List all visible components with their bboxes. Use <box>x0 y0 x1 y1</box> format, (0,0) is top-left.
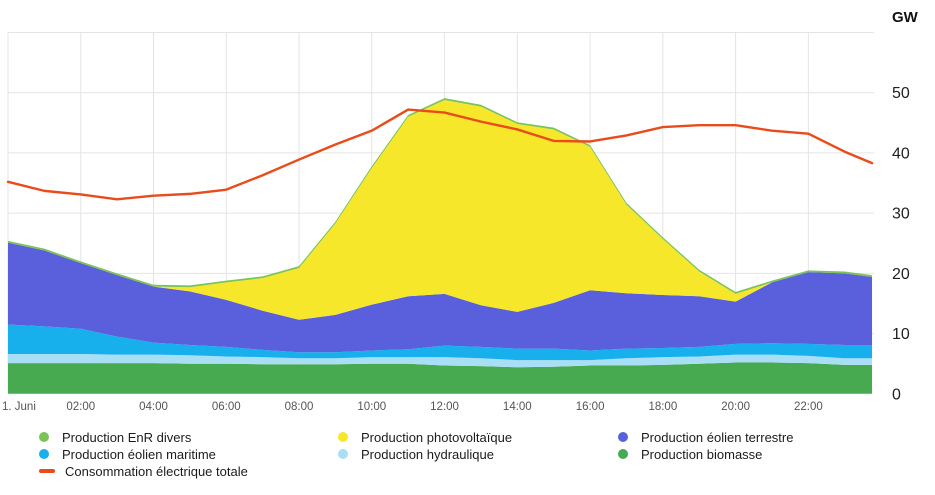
legend-dot-icon-eolien-maritime <box>39 449 49 459</box>
legend-item-biomasse[interactable]: Production biomasse <box>618 446 762 462</box>
x-tick-label-20:00: 20:00 <box>721 401 750 413</box>
x-tick-label-02:00: 02:00 <box>66 401 95 413</box>
legend-item-consommation[interactable]: Consommation électrique totale <box>39 463 248 479</box>
x-tick-label-1. Juni: 1. Juni <box>2 401 36 413</box>
legend-label-biomasse: Production biomasse <box>641 446 763 462</box>
legend-dot-icon-enr-divers <box>39 432 49 442</box>
y-tick-label-30: 30 <box>892 206 910 223</box>
legend-item-eolien-maritime[interactable]: Production éolien maritime <box>39 446 216 462</box>
x-tick-label-22:00: 22:00 <box>794 401 823 413</box>
x-axis: 1. Juni 02:00 04:00 06:00 08:00 10:00 12:00 14:… <box>2 401 823 413</box>
x-tick-label-12:00: 12:00 <box>430 401 459 413</box>
legend-label-hydraulique: Production hydraulique <box>361 446 494 462</box>
legend-dot-icon-biomasse <box>618 449 628 459</box>
y-tick-label-20: 20 <box>892 266 910 283</box>
y-axis: 0 10 20 30 40 50 <box>892 85 910 403</box>
y-tick-label-10: 10 <box>892 326 910 343</box>
y-tick-label-50: 50 <box>892 85 910 102</box>
legend-label-eolien-terrestre: Production éolien terrestre <box>641 429 794 445</box>
legend-label-consommation: Consommation électrique totale <box>65 463 248 479</box>
legend-dot-icon-photovoltaique <box>338 432 348 442</box>
y-tick-label-0: 0 <box>892 386 901 403</box>
legend-label-enr-divers: Production EnR divers <box>62 429 192 445</box>
area-eolien-maritime[interactable] <box>8 324 873 361</box>
legend-dot-icon-eolien-terrestre <box>618 432 628 442</box>
legend-item-enr-divers[interactable]: Production EnR divers <box>39 429 191 445</box>
legend-item-eolien-terrestre[interactable]: Production éolien terrestre <box>618 429 793 445</box>
y-axis-unit-label: GW <box>892 9 919 26</box>
production-chart-svg: 1. Juni 02:00 04:00 06:00 08:00 10:00 12:00 14:… <box>2 9 919 413</box>
legend-dot-icon-hydraulique <box>338 449 348 459</box>
x-tick-label-04:00: 04:00 <box>139 401 168 413</box>
line-consommation[interactable] <box>6 108 874 201</box>
x-tick-label-14:00: 14:00 <box>503 401 532 413</box>
area-photovoltaique[interactable] <box>8 99 873 320</box>
legend-item-hydraulique[interactable]: Production hydraulique <box>338 446 494 462</box>
x-tick-label-06:00: 06:00 <box>212 401 241 413</box>
x-tick-label-16:00: 16:00 <box>576 401 605 413</box>
area-eolien-terrestre[interactable] <box>8 242 873 353</box>
area-hydraulique[interactable] <box>8 354 873 368</box>
x-tick-label-18:00: 18:00 <box>648 401 677 413</box>
area-biomasse[interactable] <box>8 362 873 394</box>
area-layer <box>8 98 873 394</box>
x-tick-label-10:00: 10:00 <box>357 401 386 413</box>
legend-label-eolien-maritime: Production éolien maritime <box>62 446 216 462</box>
legend-label-photovoltaique: Production photovoltaïque <box>361 429 513 445</box>
legend-item-photovoltaique[interactable]: Production photovoltaïque <box>338 429 512 445</box>
legend-dash-icon-consommation <box>39 469 55 473</box>
y-tick-label-40: 40 <box>892 145 910 162</box>
line-layer <box>6 108 874 201</box>
x-tick-label-08:00: 08:00 <box>285 401 314 413</box>
